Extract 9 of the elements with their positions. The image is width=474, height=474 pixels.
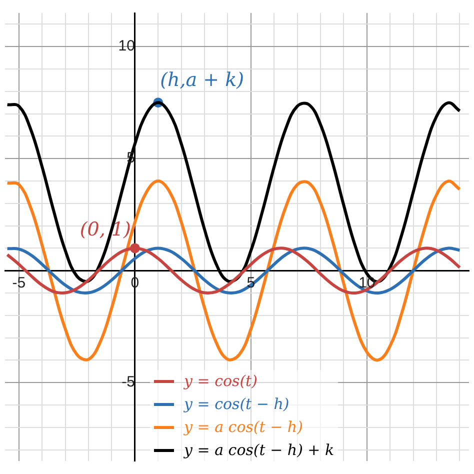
x-tick-label: 5 — [246, 274, 256, 292]
legend-label: y = cos(t − h) — [184, 394, 290, 415]
annotation: (h,a + k) — [160, 69, 244, 92]
line-series — [6, 180, 462, 362]
legend-label: y = cos(t) — [184, 371, 258, 392]
legend-label: y = a cos(t − h) — [184, 417, 303, 438]
annotation: (0, 1) — [80, 218, 131, 241]
legend-label: y = a cos(t − h) + k — [184, 440, 334, 461]
x-tick-label: -5 — [12, 274, 26, 292]
